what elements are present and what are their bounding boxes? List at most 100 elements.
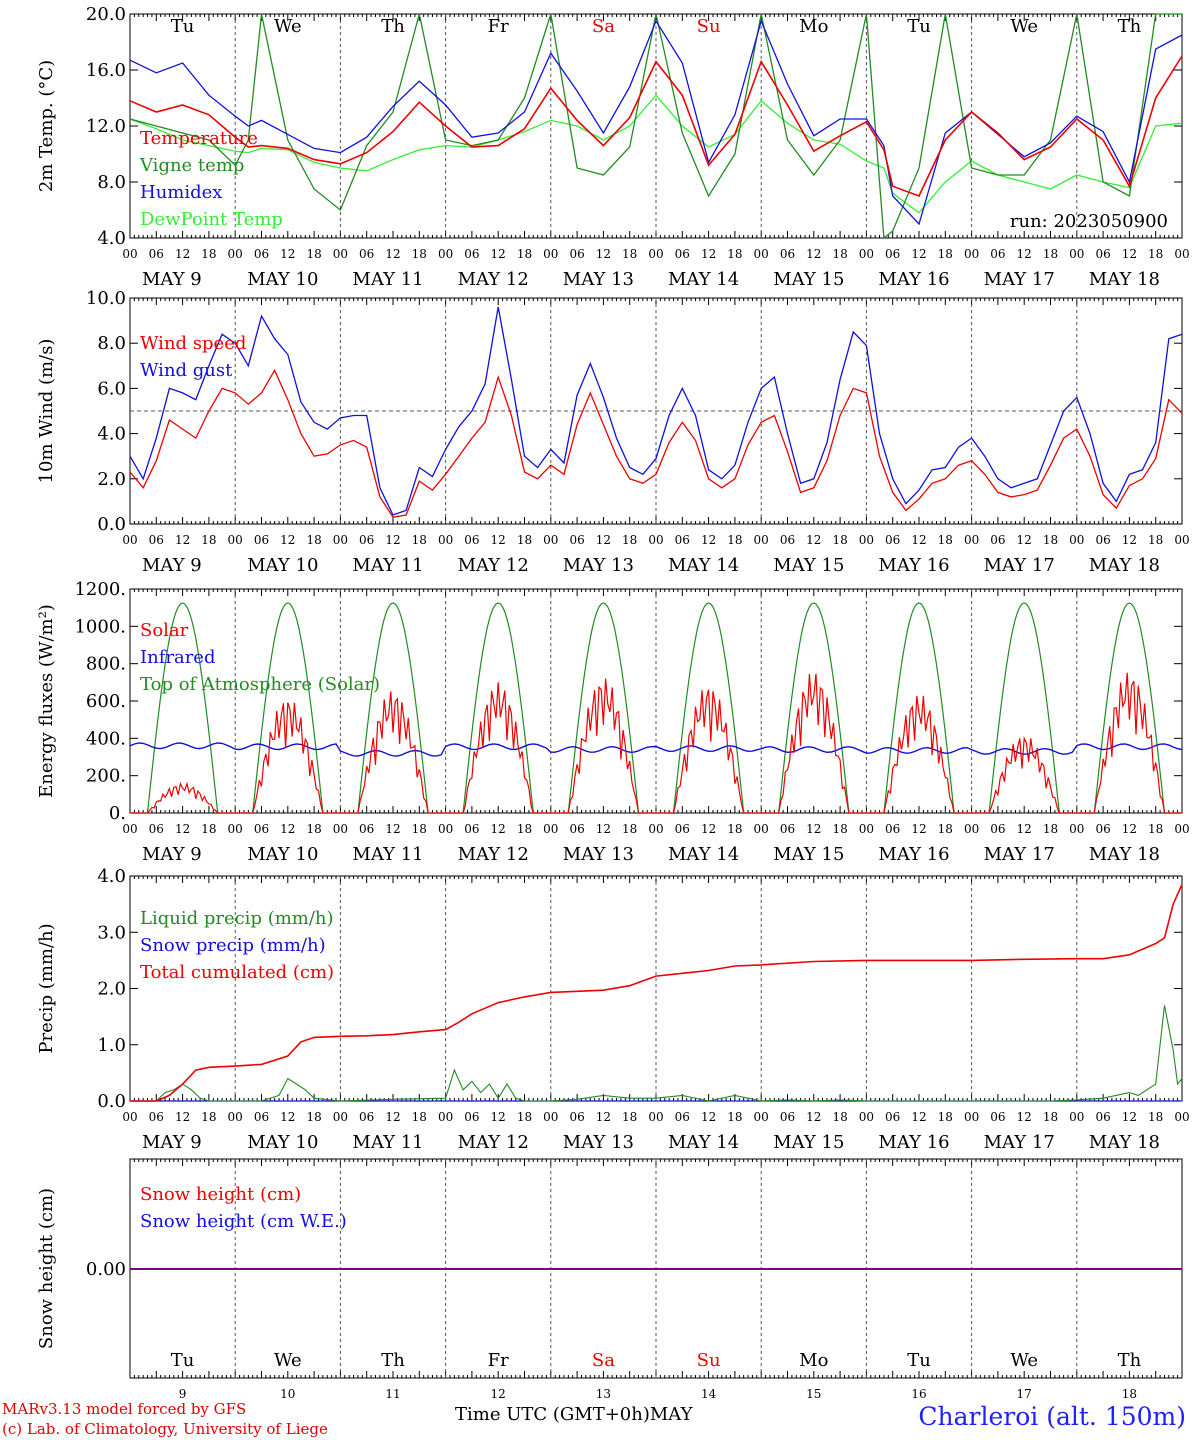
- date-label: MAY 15: [773, 1132, 844, 1153]
- hour-tick-label: 12: [806, 822, 821, 836]
- hour-tick-label: 12: [596, 1110, 611, 1124]
- hour-tick-label: 00: [228, 533, 243, 547]
- y-tick-label: 0.0: [97, 514, 126, 535]
- date-label: MAY 13: [563, 844, 634, 865]
- hour-tick-label: 00: [964, 822, 979, 836]
- y-tick-label: 16.0: [86, 60, 126, 81]
- hour-tick-label: 12: [385, 1110, 400, 1124]
- date-label: MAY 15: [773, 269, 844, 290]
- legend-entry-blue: Snow precip (mm/h): [140, 935, 326, 956]
- hour-tick-label: 18: [1043, 533, 1058, 547]
- hour-tick-label: 18: [938, 533, 953, 547]
- hour-tick-label: 06: [254, 1110, 269, 1124]
- y-tick-label: 6.0: [97, 378, 126, 399]
- hour-tick-label: 18: [412, 822, 427, 836]
- hour-tick-label: 06: [149, 533, 164, 547]
- legend-entry-green: Vigne temp: [139, 155, 244, 176]
- hour-tick-label: 12: [175, 822, 190, 836]
- hour-tick-label: 18: [1148, 247, 1163, 261]
- date-label: MAY 11: [352, 555, 423, 576]
- weekday-label: Fr: [488, 16, 509, 37]
- hour-tick-label: 00: [438, 1110, 453, 1124]
- hour-tick-label: 00: [543, 1110, 558, 1124]
- hour-tick-label: 00: [543, 822, 558, 836]
- y-tick-label: 4.0: [97, 866, 126, 887]
- x-axis-label: Time UTC (GMT+0h)MAY: [455, 1404, 692, 1425]
- hour-tick-label: 06: [569, 247, 584, 261]
- hour-tick-label: 06: [675, 1110, 690, 1124]
- series-temperature-line: [129, 55, 1183, 198]
- hour-tick-label: 18: [622, 247, 637, 261]
- series-vigne-temp-line: [129, 13, 1182, 240]
- hour-tick-label: 06: [675, 247, 690, 261]
- hour-tick-label: 06: [1095, 533, 1110, 547]
- day-number-label: 15: [806, 1387, 821, 1401]
- date-label: MAY 17: [984, 269, 1055, 290]
- hour-tick-label: 18: [1148, 1110, 1163, 1124]
- hour-tick-label: 18: [517, 822, 532, 836]
- hour-tick-label: 12: [596, 822, 611, 836]
- hour-tick-label: 06: [569, 533, 584, 547]
- hour-tick-label: 00: [648, 1110, 663, 1124]
- hour-tick-label: 00: [122, 822, 137, 836]
- hour-tick-label: 00: [228, 822, 243, 836]
- date-label: MAY 12: [458, 555, 529, 576]
- hour-tick-label: 12: [701, 533, 716, 547]
- hour-tick-label: 00: [438, 247, 453, 261]
- hour-tick-label: 06: [464, 822, 479, 836]
- hour-tick-label: 00: [122, 247, 137, 261]
- hour-tick-label: 00: [543, 533, 558, 547]
- y-tick-label: 2.0: [97, 979, 126, 1000]
- series-wind-gust-line: [129, 306, 1183, 516]
- hour-tick-label: 06: [254, 822, 269, 836]
- hour-tick-label: 12: [491, 533, 506, 547]
- hour-tick-label: 12: [280, 533, 295, 547]
- date-label: MAY 13: [563, 555, 634, 576]
- date-label: MAY 14: [668, 269, 739, 290]
- hour-tick-label: 06: [359, 822, 374, 836]
- y-tick-label: 800.: [86, 654, 126, 675]
- weekday-label-bottom: We: [1010, 1350, 1038, 1371]
- date-label: MAY 14: [668, 844, 739, 865]
- y-tick-label: 400.: [86, 728, 126, 749]
- y-axis-label-energy: Energy fluxes (W/m²): [36, 604, 57, 798]
- date-label: MAY 14: [668, 1132, 739, 1153]
- date-label: MAY 13: [563, 269, 634, 290]
- y-tick-label: 8.0: [97, 172, 126, 193]
- weekday-label-bottom: Tu: [907, 1350, 931, 1371]
- hour-tick-label: 06: [990, 822, 1005, 836]
- hour-tick-label: 12: [701, 822, 716, 836]
- hour-tick-label: 12: [701, 247, 716, 261]
- hour-tick-label: 06: [885, 822, 900, 836]
- hour-tick-label: 18: [727, 247, 742, 261]
- hour-tick-label: 06: [780, 247, 795, 261]
- weekday-label-bottom: Th: [381, 1350, 405, 1371]
- date-label: MAY 17: [984, 1132, 1055, 1153]
- hour-tick-label: 12: [1017, 247, 1032, 261]
- weekday-label: Mo: [799, 16, 828, 37]
- date-label: MAY 11: [352, 844, 423, 865]
- hour-tick-label: 12: [1122, 1110, 1137, 1124]
- hour-tick-label: 00: [122, 1110, 137, 1124]
- hour-tick-label: 06: [780, 822, 795, 836]
- hour-tick-label: 00: [1069, 533, 1084, 547]
- date-label: MAY 13: [563, 1132, 634, 1153]
- hour-tick-label: 06: [1095, 1110, 1110, 1124]
- date-label: MAY 10: [247, 269, 318, 290]
- hour-tick-label: 06: [885, 247, 900, 261]
- hour-tick-label: 06: [780, 533, 795, 547]
- hour-tick-label: 12: [175, 1110, 190, 1124]
- hour-tick-label: 06: [569, 822, 584, 836]
- hour-tick-label: 12: [911, 1110, 926, 1124]
- date-label: MAY 16: [878, 269, 949, 290]
- hour-tick-label: 18: [412, 247, 427, 261]
- hour-tick-label: 06: [675, 533, 690, 547]
- hour-tick-label: 00: [754, 247, 769, 261]
- hour-tick-label: 12: [491, 247, 506, 261]
- hour-tick-label: 12: [175, 533, 190, 547]
- date-label: MAY 16: [878, 844, 949, 865]
- hour-tick-label: 18: [201, 822, 216, 836]
- hour-tick-label: 18: [938, 1110, 953, 1124]
- panel-frame-3: [129, 588, 1183, 814]
